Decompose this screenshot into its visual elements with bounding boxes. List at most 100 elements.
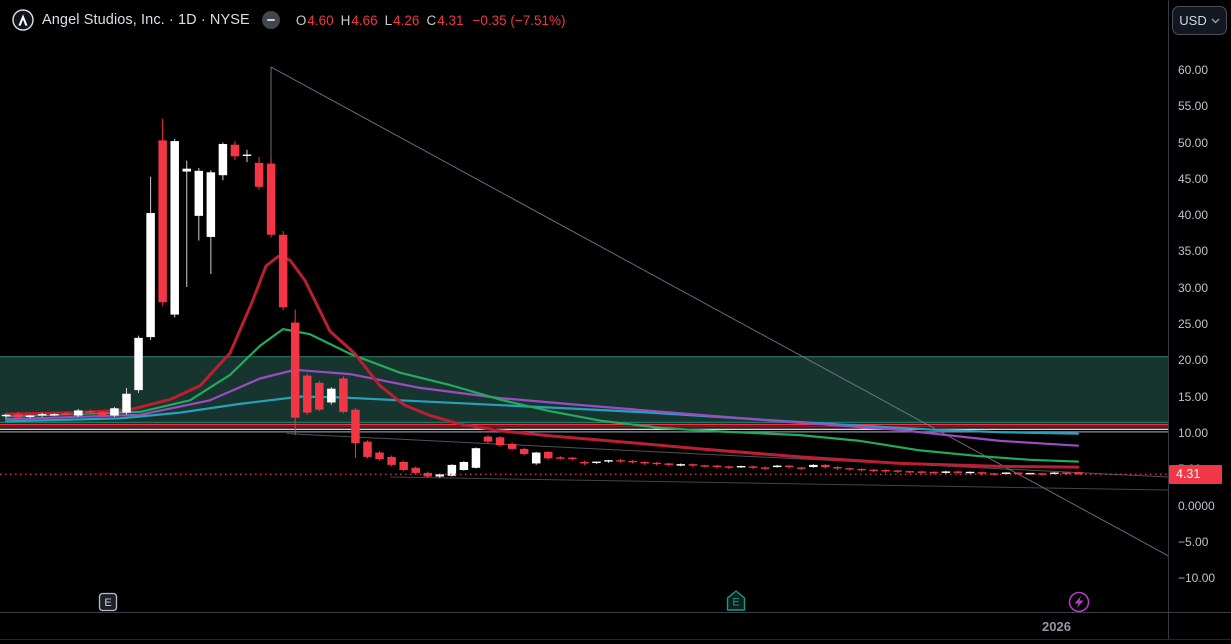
price-tick-20: 20.00 — [1178, 353, 1209, 368]
price-tick--5: −5.00 — [1178, 534, 1209, 549]
candle-body — [230, 144, 240, 157]
candle-body — [809, 464, 818, 468]
candle-body — [652, 462, 661, 465]
candle-body — [797, 467, 806, 469]
candle-body — [929, 471, 939, 474]
candle-body — [519, 448, 529, 455]
earnings-past-icon[interactable] — [98, 592, 118, 612]
candle-body — [1062, 472, 1071, 474]
candle-body — [640, 461, 649, 464]
candle-body — [604, 460, 613, 462]
candle-body — [736, 466, 746, 468]
candle-body — [1038, 473, 1047, 475]
candle-body — [592, 461, 601, 464]
price-tick-30: 30.00 — [1178, 280, 1209, 295]
candle-body — [941, 471, 951, 473]
candle-body — [989, 473, 999, 475]
candle-body — [785, 465, 794, 468]
chevron-down-icon — [1211, 18, 1220, 23]
price-tick-40: 40.00 — [1178, 208, 1209, 223]
price-tick-45: 45.00 — [1178, 171, 1209, 186]
ma-cyan — [4, 395, 1080, 435]
candle-body — [134, 337, 143, 391]
candle-body — [700, 465, 710, 467]
candle-body — [616, 460, 625, 462]
high-label: H — [340, 12, 351, 28]
candle-body — [170, 141, 179, 315]
candle-body — [327, 388, 336, 403]
candle-body — [977, 472, 987, 474]
price-tick-50: 50.00 — [1178, 135, 1209, 150]
candle-body — [495, 437, 505, 446]
price-tick-0: 0.0000 — [1178, 498, 1215, 513]
candle-body — [483, 436, 493, 442]
candle-body — [459, 461, 469, 470]
candle-body — [242, 154, 252, 156]
candle-body — [1, 414, 11, 417]
candle-body — [544, 451, 553, 459]
earnings-past-letter: E — [104, 597, 111, 609]
candle-body — [399, 461, 408, 470]
candle-body — [25, 415, 35, 417]
candle-body — [724, 466, 734, 468]
candle-body — [290, 322, 300, 418]
change-value: −0.35 (−7.51%) — [472, 12, 566, 28]
candle-body — [74, 410, 83, 416]
candle-body — [194, 170, 204, 216]
candle-body — [182, 168, 191, 172]
price-tick-35: 35.00 — [1178, 244, 1209, 259]
candle-body — [664, 463, 673, 465]
currency-label: USD — [1179, 13, 1207, 28]
close-value: 4.31 — [437, 12, 464, 28]
candle-body — [351, 409, 360, 444]
candle-body — [1001, 472, 1011, 474]
candle-body — [303, 375, 312, 413]
candle-body — [1050, 472, 1059, 474]
candle-body — [556, 457, 565, 459]
trendline-2[interactable] — [389, 476, 1168, 491]
candle-body — [857, 468, 866, 471]
candle-body — [315, 382, 324, 410]
earnings-upcoming-letter: E — [732, 597, 739, 609]
candle-body — [266, 163, 276, 235]
candle-body — [411, 467, 420, 473]
earnings-upcoming-icon[interactable] — [726, 590, 746, 611]
candle-body — [965, 471, 975, 474]
trendline-1[interactable] — [286, 433, 1168, 478]
candle-body — [628, 460, 637, 463]
ma-red — [4, 255, 1080, 469]
candle-body — [86, 411, 95, 413]
candle-body — [712, 465, 722, 468]
currency-button[interactable]: USD — [1172, 6, 1227, 35]
open-value: 4.60 — [307, 12, 334, 28]
candle-body — [37, 414, 47, 416]
candle-body — [423, 472, 432, 477]
price-tick-10: 10.00 — [1178, 425, 1209, 440]
market-closed-icon[interactable] — [261, 11, 280, 29]
candle-body — [531, 452, 541, 464]
candle-body — [676, 464, 686, 466]
price-tick-60: 60.00 — [1178, 62, 1209, 77]
candle-body — [507, 443, 517, 449]
candle-body — [375, 452, 384, 460]
ohlc-values: O4.60 H4.66 L4.26 C4.31 −0.35 (−7.51%) — [296, 13, 566, 28]
candle-body — [278, 234, 288, 308]
candle-body — [1026, 472, 1035, 475]
candle-body — [98, 411, 107, 416]
candle-body — [387, 456, 396, 465]
candle-body — [1013, 472, 1023, 474]
bottom-strip — [0, 639, 1231, 644]
candle-body — [893, 470, 902, 472]
candle-body — [110, 408, 119, 416]
candle-body — [772, 465, 782, 468]
candle-body — [917, 471, 927, 473]
symbol-header: Angel Studios, Inc. · 1D · NYSE O4.60 H4… — [12, 7, 566, 33]
time-axis[interactable]: 2026 — [0, 612, 1231, 640]
symbol-title[interactable]: Angel Studios, Inc. · 1D · NYSE — [42, 12, 250, 28]
candle-body — [49, 414, 59, 416]
candle-body — [122, 393, 131, 413]
price-axis[interactable]: USD 60.00 55.00 50.00 45.00 40.00 35.00 30.00 2… — [1168, 0, 1231, 612]
candle-body — [688, 464, 698, 466]
